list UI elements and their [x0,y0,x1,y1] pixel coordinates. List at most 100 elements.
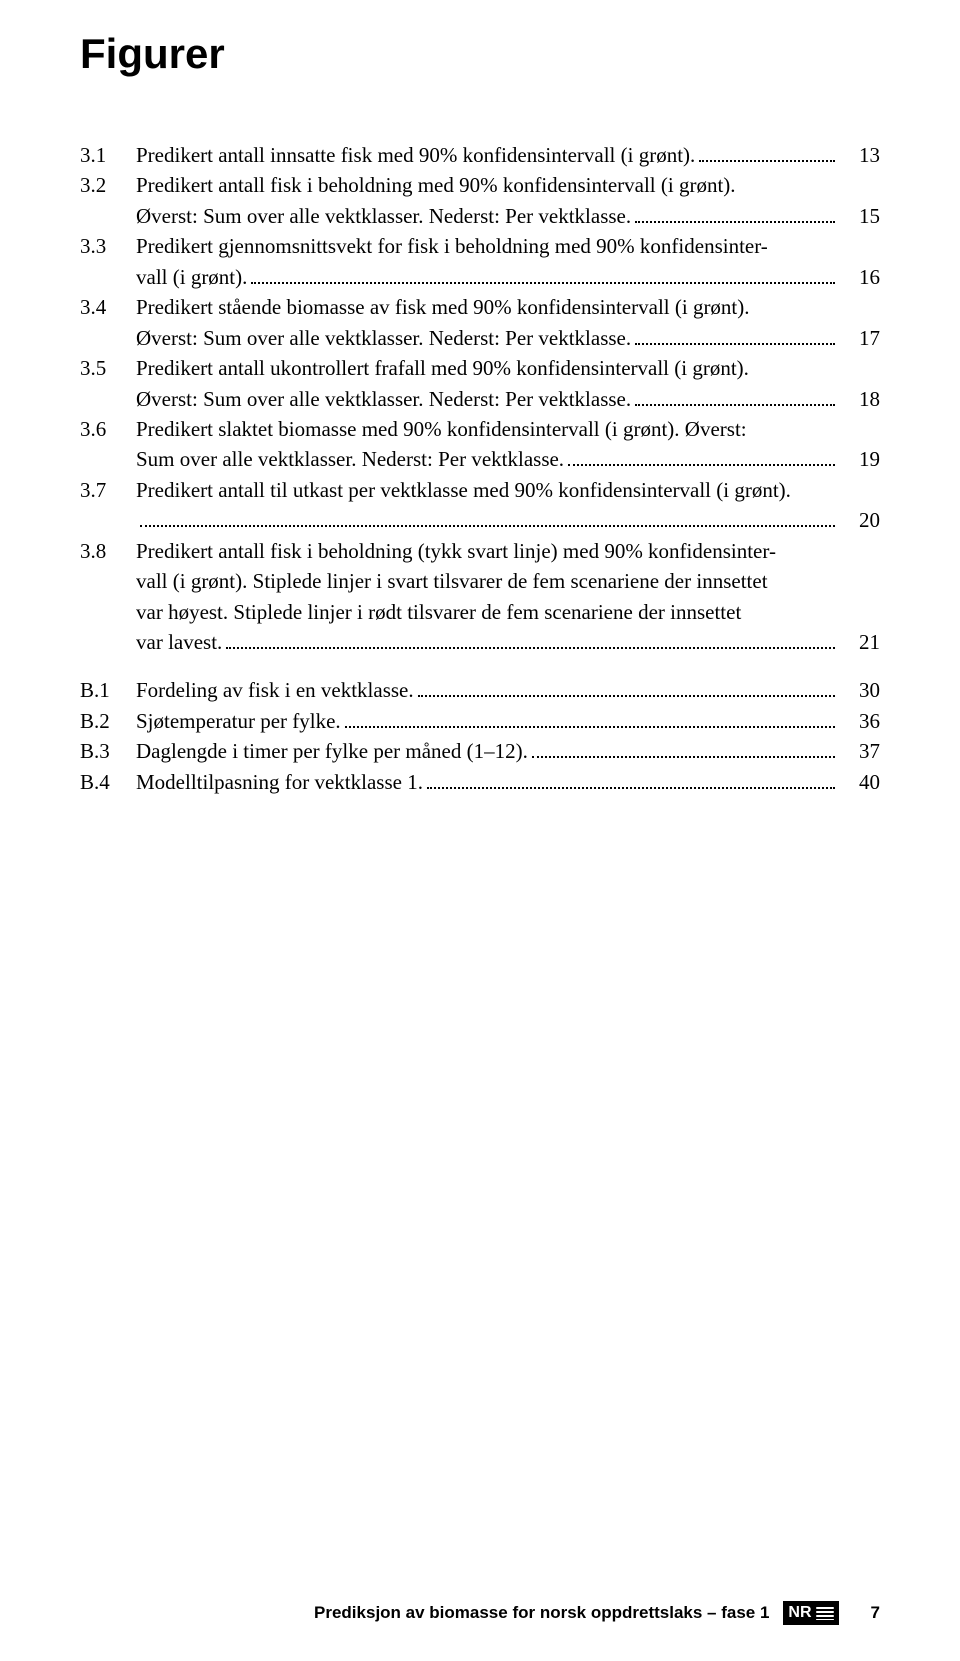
toc-entry-text: Øverst: Sum over alle vektklasser. Neder… [136,384,631,414]
toc-entry-body: Predikert antall innsatte fisk med 90% k… [136,140,880,170]
toc-entry-body: Predikert stående biomasse av fisk med 9… [136,292,880,353]
toc-entry-text: Sjøtemperatur per fylke. [136,706,341,736]
toc-entry-page: 18 [839,384,880,414]
toc-entry-number: B.2 [80,706,136,736]
toc-leader-dots [568,445,835,466]
toc-entry-page: 40 [839,767,880,797]
toc-entry-text: Øverst: Sum over alle vektklasser. Neder… [136,201,631,231]
toc-entry-body: Sjøtemperatur per fylke. 36 [136,706,880,736]
nr-logo-badge: NR [783,1601,838,1625]
toc-entry-line: Øverst: Sum over alle vektklasser. Neder… [136,384,880,414]
toc-entry-page: 30 [839,675,880,705]
toc-entry-text: Predikert antall til utkast per vektklas… [136,475,791,505]
toc-entry-line: 20 [136,505,880,535]
toc-entry: 3.7Predikert antall til utkast per vektk… [80,475,880,536]
toc-entry-line: var lavest. 21 [136,627,880,657]
toc-leader-dots [251,263,835,284]
toc-entry-number: 3.4 [80,292,136,322]
toc-entry-line: var høyest. Stiplede linjer i rødt tilsv… [136,597,880,627]
toc-entry-body: Fordeling av fisk i en vektklasse. 30 [136,675,880,705]
toc-entry-body: Predikert antall til utkast per vektklas… [136,475,880,536]
toc-entry-line: Predikert antall fisk i beholdning med 9… [136,170,880,200]
toc-entry-line: Øverst: Sum over alle vektklasser. Neder… [136,323,880,353]
toc-entry-line: Predikert antall fisk i beholdning (tykk… [136,536,880,566]
toc-entry: B.2Sjøtemperatur per fylke. 36 [80,706,880,736]
toc-entry: 3.2Predikert antall fisk i beholdning me… [80,170,880,231]
toc-entry-text: var lavest. [136,627,222,657]
toc-entry-number: 3.3 [80,231,136,261]
toc-entry-line: vall (i grønt). Stiplede linjer i svart … [136,566,880,596]
list-of-figures: 3.1Predikert antall innsatte fisk med 90… [80,140,880,797]
toc-entry-page: 19 [839,444,880,474]
toc-leader-dots [418,676,835,697]
toc-entry-page: 15 [839,201,880,231]
toc-entry-number: 3.6 [80,414,136,444]
toc-leader-dots [532,737,835,758]
toc-entry-line: Fordeling av fisk i en vektklasse. 30 [136,675,880,705]
toc-entry-line: Predikert antall innsatte fisk med 90% k… [136,140,880,170]
toc-leader-dots [226,628,835,649]
toc-entry-text: Predikert stående biomasse av fisk med 9… [136,292,750,322]
toc-entry-page: 36 [839,706,880,736]
toc-leader-dots [635,202,835,223]
toc-entry: 3.8Predikert antall fisk i beholdning (t… [80,536,880,658]
toc-entry-line: Modelltilpasning for vektklasse 1. 40 [136,767,880,797]
toc-entry-line: Sjøtemperatur per fylke. 36 [136,706,880,736]
toc-entry-number: 3.1 [80,140,136,170]
toc-entry: 3.1Predikert antall innsatte fisk med 90… [80,140,880,170]
toc-leader-dots [635,324,835,345]
toc-entry-text: Predikert gjennomsnittsvekt for fisk i b… [136,231,768,261]
toc-leader-dots [140,506,835,527]
toc-entry-text: vall (i grønt). [136,262,247,292]
toc-entry-number: 3.8 [80,536,136,566]
toc-entry-body: Predikert antall ukontrollert frafall me… [136,353,880,414]
toc-entry-page: 37 [839,736,880,766]
toc-entry-body: Modelltilpasning for vektklasse 1. 40 [136,767,880,797]
toc-entry-text: Daglengde i timer per fylke per måned (1… [136,736,528,766]
toc-entry-page: 17 [839,323,880,353]
toc-entry-line: Predikert stående biomasse av fisk med 9… [136,292,880,322]
waves-icon [816,1606,834,1620]
footer-page-number: 7 [871,1603,880,1623]
toc-entry-text: Predikert antall ukontrollert frafall me… [136,353,749,383]
toc-leader-dots [635,385,835,406]
toc-entry-number: 3.7 [80,475,136,505]
footer-title: Prediksjon av biomasse for norsk oppdret… [314,1603,769,1623]
toc-entry: 3.3Predikert gjennomsnittsvekt for fisk … [80,231,880,292]
toc-entry: B.4Modelltilpasning for vektklasse 1. 40 [80,767,880,797]
toc-entry: 3.5Predikert antall ukontrollert frafall… [80,353,880,414]
toc-entry-text: Predikert antall fisk i beholdning med 9… [136,170,736,200]
toc-entry-number: B.4 [80,767,136,797]
toc-entry-text: Predikert antall innsatte fisk med 90% k… [136,140,695,170]
toc-entry-text: Fordeling av fisk i en vektklasse. [136,675,414,705]
toc-entry-line: Sum over alle vektklasser. Nederst: Per … [136,444,880,474]
toc-leader-dots [699,141,835,162]
toc-entry-page: 21 [839,627,880,657]
toc-entry-page: 13 [839,140,880,170]
page-heading: Figurer [80,30,880,78]
toc-entry-line: Predikert slaktet biomasse med 90% konfi… [136,414,880,444]
toc-entry-body: Predikert slaktet biomasse med 90% konfi… [136,414,880,475]
toc-entry-line: Daglengde i timer per fylke per måned (1… [136,736,880,766]
toc-entry-line: Predikert antall ukontrollert frafall me… [136,353,880,383]
toc-entry-text: Øverst: Sum over alle vektklasser. Neder… [136,323,631,353]
toc-entry-body: Predikert antall fisk i beholdning (tykk… [136,536,880,658]
toc-entry-text: var høyest. Stiplede linjer i rødt tilsv… [136,597,741,627]
toc-entry-text: Modelltilpasning for vektklasse 1. [136,767,423,797]
toc-group: 3.1Predikert antall innsatte fisk med 90… [80,140,880,657]
toc-entry-number: 3.5 [80,353,136,383]
toc-entry-line: Predikert antall til utkast per vektklas… [136,475,880,505]
toc-entry-body: Daglengde i timer per fylke per måned (1… [136,736,880,766]
nr-logo-text: NR [788,1604,811,1622]
toc-leader-dots [345,707,835,728]
toc-entry-body: Predikert gjennomsnittsvekt for fisk i b… [136,231,880,292]
toc-entry-body: Predikert antall fisk i beholdning med 9… [136,170,880,231]
toc-entry-line: vall (i grønt). 16 [136,262,880,292]
toc-entry-line: Øverst: Sum over alle vektklasser. Neder… [136,201,880,231]
toc-entry-page: 16 [839,262,880,292]
toc-leader-dots [427,768,835,789]
page-footer: Prediksjon av biomasse for norsk oppdret… [0,1601,960,1625]
toc-entry-text: vall (i grønt). Stiplede linjer i svart … [136,566,768,596]
toc-entry-line: Predikert gjennomsnittsvekt for fisk i b… [136,231,880,261]
toc-entry-number: B.3 [80,736,136,766]
